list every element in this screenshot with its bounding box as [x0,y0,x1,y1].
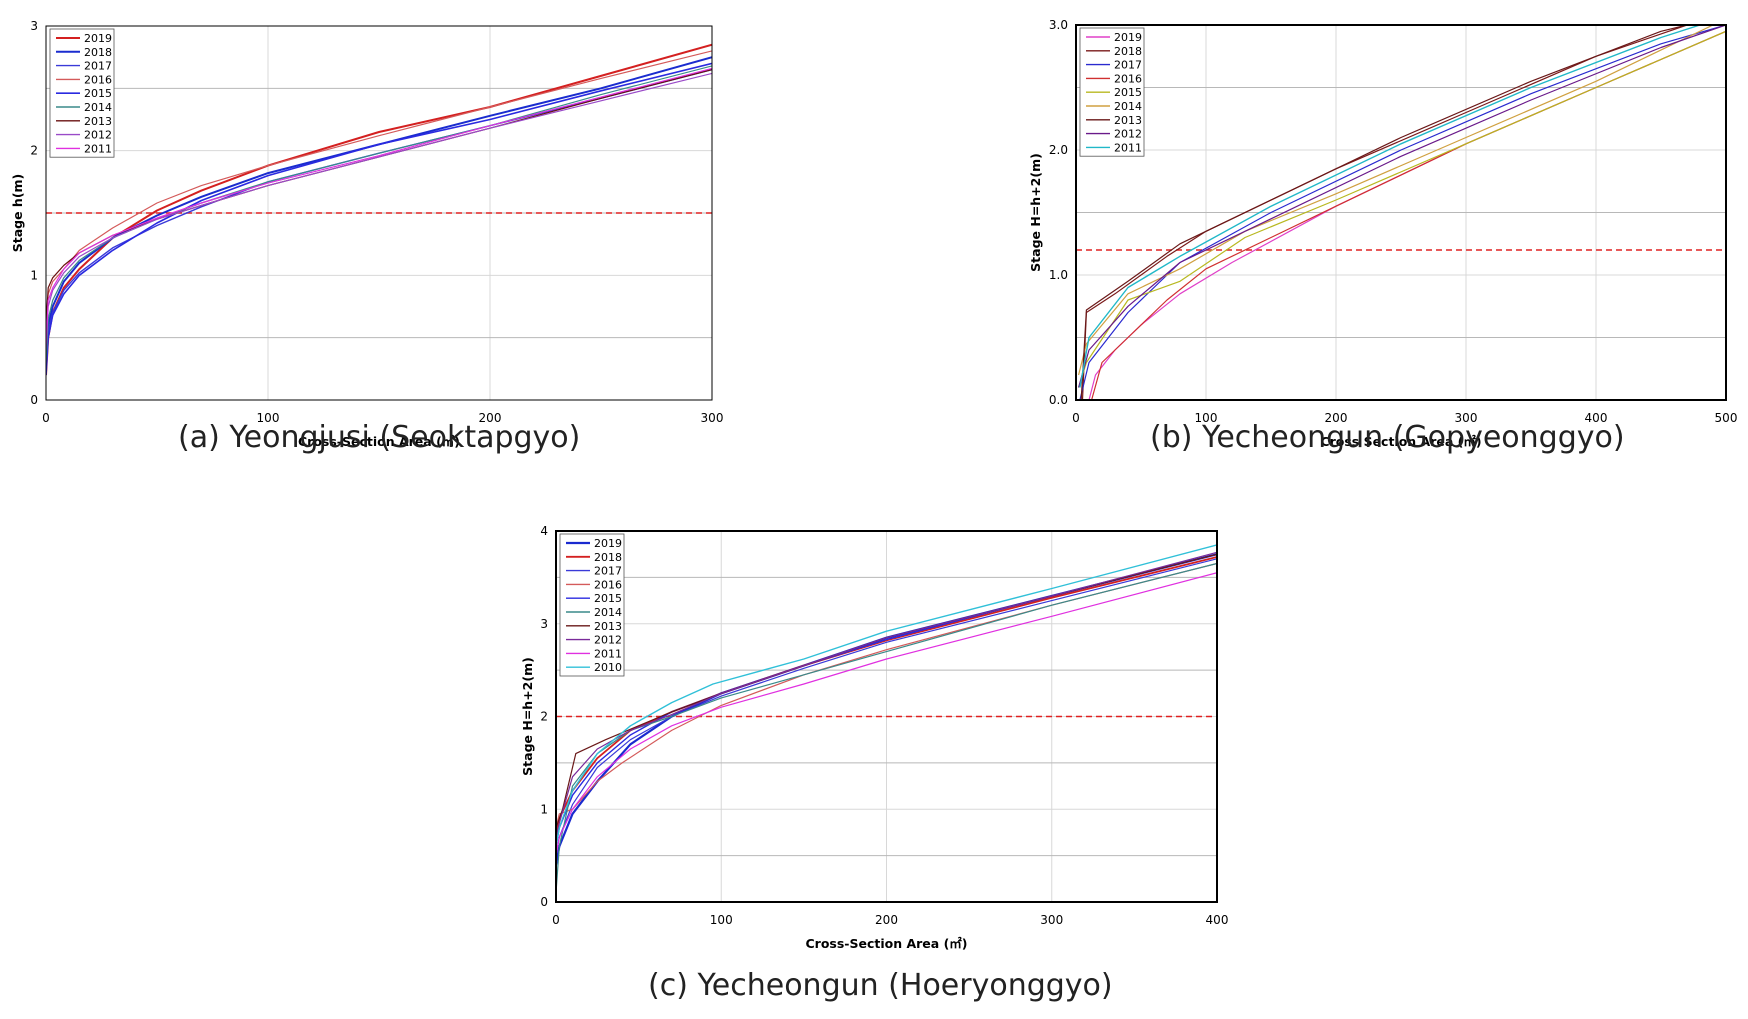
chart-caption-hoeryonggyo: (c) Yecheongun (Hoeryonggyo) [648,968,1113,1003]
series-line-2016 [1091,30,1726,400]
chart-svg-seoktapgyo: 0 100 200 300 0 1 2 3 Cross-Section Area (㎡) Stag… [10,19,723,449]
legend-label-2012: 2012 [594,634,622,647]
x-tick-label: 200 [875,913,898,927]
y-tick-label: 1.0 [1049,268,1068,282]
y-tick-label: 2 [540,710,548,724]
series-line-2017 [1079,25,1726,400]
legend-label-2015: 2015 [594,592,622,605]
series-line-2016 [46,50,712,338]
legend-label-2019: 2019 [594,537,622,550]
series-line-2012 [1078,25,1726,388]
plot-area-frame [45,25,713,401]
legend-label-2013: 2013 [1114,114,1142,127]
x-axis-title: Cross Section Area (㎡) [1320,434,1481,449]
x-tick-label: 200 [1325,411,1348,425]
x-tick-label: 300 [1455,411,1478,425]
series-line-2015 [46,62,712,376]
legend-label-2016: 2016 [84,73,112,86]
y-tick-label: 1 [540,802,548,816]
chart-svg-hoeryonggyo: 0 100 200 300 400 0 1 2 3 4 Cross-Section Area (㎡)… [520,524,1229,951]
chart-caption-gopyeonggyo: (b) Yecheongun (Gopyeonggyo) [1150,420,1625,455]
y-tick-label: 0.0 [1049,393,1068,407]
x-tick-label: 0 [42,411,50,425]
x-tick-label: 100 [710,913,733,927]
y-tick-label: 2 [30,144,38,158]
legend-label-2019: 2019 [1114,31,1142,44]
legend-label-2017: 2017 [1114,59,1142,72]
y-tick-label: 3.0 [1049,18,1068,32]
series-line-2011 [46,67,712,344]
series-line-2016 [556,562,1217,828]
legend-label-2012: 2012 [84,129,112,142]
x-tick-label: 300 [701,411,724,425]
x-axis-title: Cross-Section Area (㎡) [298,434,460,449]
series-line-2014 [46,65,712,363]
legend-label-2015: 2015 [1114,86,1142,99]
legend-label-2013: 2013 [594,620,622,633]
x-tick-label: 100 [1195,411,1218,425]
series-line-2013 [1080,25,1688,400]
x-tick-label: 500 [1715,411,1738,425]
series-line-2012 [46,72,712,351]
series-line-2017 [46,68,712,369]
legend-label-2011: 2011 [1114,141,1142,154]
x-tick-label: 300 [1040,913,1063,927]
legend-label-2018: 2018 [1114,45,1142,58]
legend-label-2011: 2011 [84,142,112,155]
x-tick-label: 0 [552,913,560,927]
chart-svg-gopyeonggyo: 0 100 200 300 400 500 0.0 1.0 2.0 3.0 Cross Sectio… [1028,18,1737,449]
legend-label-2013: 2013 [84,115,112,128]
plot-area-frame [1075,24,1727,401]
series-line-2014 [556,562,1217,893]
series-line-2015 [1078,30,1726,388]
y-tick-label: 2.0 [1049,143,1068,157]
chart-caption-seoktapgyo: (a) Yeongjusi (Seoktapgyo) [178,420,581,455]
series-line-2018 [46,56,712,363]
series-line-2011 [556,572,1217,856]
legend-label-2018: 2018 [84,46,112,59]
y-tick-label: 3 [30,19,38,33]
legend-label-2014: 2014 [84,101,112,114]
legend-label-2016: 2016 [1114,72,1142,85]
legend-label-2017: 2017 [84,60,112,73]
x-tick-label: 400 [1206,913,1229,927]
series-line-2010 [556,544,1217,847]
y-tick-label: 1 [30,268,38,282]
legend-label-2018: 2018 [594,551,622,564]
x-axis-title: Cross-Section Area (㎡) [805,936,967,951]
plot-area-frame [555,530,1218,903]
y-axis-title: Stage H=h+2(m) [1028,153,1043,272]
legend-label-2012: 2012 [1114,128,1142,141]
y-axis-title: Stage h(m) [10,174,25,253]
y-axis-title: Stage H=h+2(m) [520,657,535,776]
x-tick-label: 100 [257,411,280,425]
legend-label-2010: 2010 [594,661,622,674]
chart-panel-hoeryonggyo: 0 100 200 300 400 0 1 2 3 4 Cross-Section Area (㎡)… [510,520,1250,1019]
x-tick-label: 400 [1585,411,1608,425]
legend-label-2015: 2015 [84,87,112,100]
series-line-2012 [556,551,1217,838]
chart-panel-seoktapgyo: 0 100 200 300 0 1 2 3 Cross-Section Area (㎡) Stag… [0,0,723,470]
x-tick-label: 200 [479,411,502,425]
legend-label-2019: 2019 [84,32,112,45]
y-tick-label: 0 [540,895,548,909]
y-tick-label: 0 [30,393,38,407]
legend-label-2017: 2017 [594,565,622,578]
legend-label-2011: 2011 [594,647,622,660]
legend-label-2014: 2014 [1114,100,1142,113]
x-tick-label: 0 [1072,411,1080,425]
series-line-2019 [1088,30,1726,400]
legend-label-2016: 2016 [594,578,622,591]
chart-panel-gopyeonggyo: 0 100 200 300 400 500 0.0 1.0 2.0 3.0 Cross Sectio… [1020,0,1748,470]
series-line-2013 [46,69,712,326]
series-line-2011 [1079,25,1701,388]
legend-label-2014: 2014 [594,606,622,619]
y-tick-label: 3 [540,617,548,631]
y-tick-label: 4 [540,524,548,538]
